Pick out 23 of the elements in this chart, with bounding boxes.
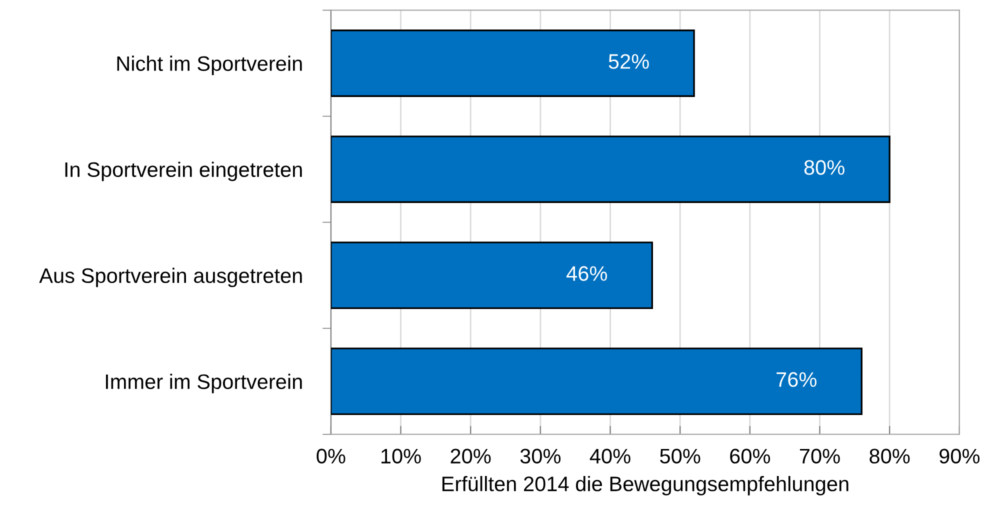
- x-tick-label: 20%: [450, 448, 491, 464]
- x-tick-label: 0%: [316, 448, 346, 464]
- x-tick-label: 60%: [730, 448, 770, 464]
- bar: [330, 242, 653, 310]
- data-label: 46%: [566, 266, 607, 281]
- bar: [330, 348, 862, 416]
- x-tick-label: 30%: [520, 448, 561, 464]
- y-tick-label: Nicht im Sportverein: [117, 56, 302, 76]
- x-tick-label: 90%: [940, 448, 980, 464]
- x-tick-label: 40%: [590, 448, 630, 464]
- y-tick-label: Immer im Sportverein: [106, 374, 302, 394]
- x-tick-label: 70%: [800, 448, 840, 464]
- y-tick-label: In Sportverein eingetreten: [65, 162, 302, 182]
- data-label: 80%: [804, 160, 844, 175]
- x-tick-label: 80%: [870, 448, 910, 464]
- x-tick-label: 50%: [660, 448, 700, 464]
- bar: [330, 136, 890, 203]
- x-tick-label: 10%: [382, 448, 421, 464]
- y-tick-label: Aus Sportverein ausgetreten: [39, 268, 302, 288]
- bar: [330, 30, 695, 97]
- data-label: 52%: [608, 54, 649, 69]
- x-axis-title: Erfüllten 2014 die Bewegungsempfehlungen: [442, 476, 848, 496]
- data-label: 76%: [776, 372, 816, 387]
